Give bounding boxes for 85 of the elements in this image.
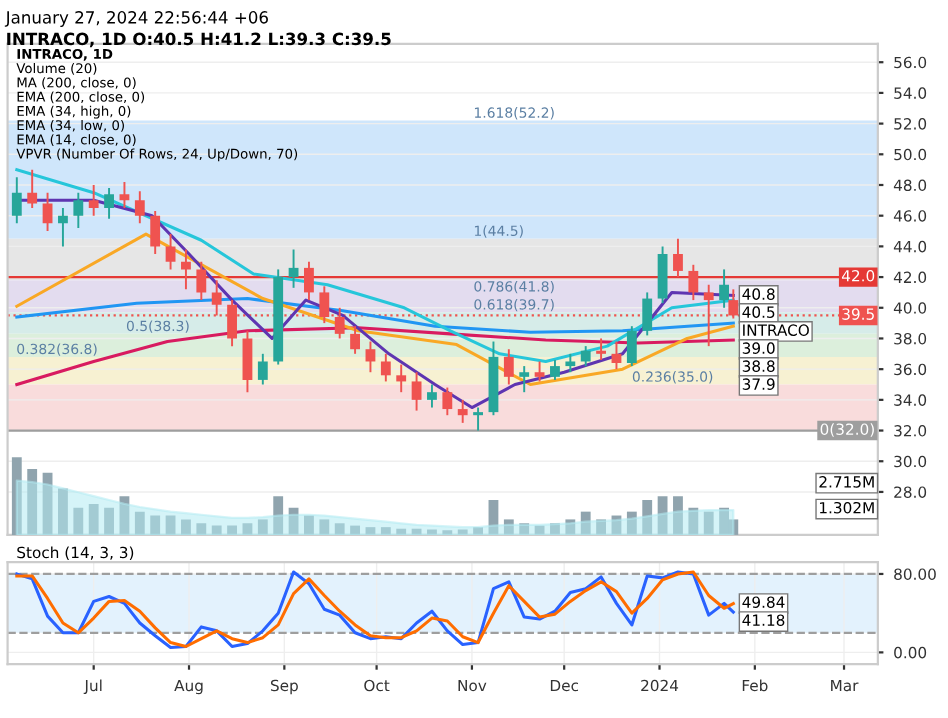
- candlestick: [657, 245, 668, 305]
- bar: [27, 469, 38, 535]
- bar: [304, 515, 314, 535]
- bar: [688, 507, 699, 535]
- bar: [580, 511, 591, 535]
- bar: [550, 523, 560, 535]
- candlestick: [565, 352, 576, 374]
- candlestick: [626, 325, 637, 368]
- bar: [657, 496, 668, 535]
- candlestick: [304, 260, 314, 302]
- candlestick: [473, 406, 483, 432]
- bar: [273, 496, 284, 535]
- candlestick: [196, 260, 207, 302]
- chart-subtitle: INTRACO, 1D O:40.5 H:41.2 L:39.3 C:39.5: [7, 32, 391, 48]
- candlestick: [104, 187, 114, 220]
- candlestick: [673, 237, 683, 279]
- bar: [626, 511, 637, 535]
- bar: [319, 519, 330, 535]
- candlestick: [58, 207, 68, 248]
- candlestick: [11, 176, 22, 225]
- bar: [488, 500, 499, 535]
- bar: [396, 528, 407, 535]
- bar: [457, 529, 468, 535]
- bar: [104, 507, 114, 535]
- bar: [380, 527, 391, 535]
- bar: [534, 525, 545, 535]
- candlestick: [642, 291, 653, 337]
- bar: [242, 523, 253, 535]
- bar: [703, 511, 714, 535]
- bar: [181, 519, 191, 535]
- candlestick: [534, 360, 545, 383]
- bar: [88, 503, 99, 535]
- candlestick: [242, 329, 253, 394]
- candlestick: [503, 348, 514, 386]
- candlestick: [580, 345, 591, 368]
- candlestick: [181, 248, 191, 291]
- candlestick: [119, 180, 130, 209]
- candlestick: [150, 210, 161, 256]
- candlestick: [257, 352, 268, 386]
- bar: [365, 527, 376, 535]
- candlestick: [719, 268, 730, 309]
- chart-title: January 27, 2024 22:56:44 +06: [4, 11, 268, 27]
- bar: [165, 515, 176, 535]
- bar: [42, 472, 53, 535]
- candlestick: [27, 168, 38, 209]
- bar: [427, 529, 437, 535]
- candlestick: [442, 386, 453, 417]
- bar: [150, 515, 161, 535]
- candlestick: [411, 371, 422, 412]
- candlestick: [457, 398, 468, 424]
- bar: [196, 523, 207, 535]
- candlestick: [427, 383, 437, 409]
- line-series: [15, 297, 735, 334]
- bar: [350, 525, 360, 535]
- candlestick: [519, 365, 530, 394]
- candlestick: [42, 191, 53, 232]
- bar: [473, 527, 483, 535]
- bar: [719, 507, 730, 535]
- bar: [503, 519, 514, 535]
- bar: [596, 519, 607, 535]
- candlestick: [88, 184, 99, 217]
- bar: [611, 515, 622, 535]
- candlestick: [550, 358, 560, 381]
- bar: [642, 500, 653, 535]
- bar: [227, 525, 237, 535]
- bar: [673, 496, 683, 535]
- bar: [257, 519, 268, 535]
- bar: [288, 507, 299, 535]
- bar: [11, 457, 22, 535]
- bar: [565, 519, 576, 535]
- bar: [134, 511, 145, 535]
- candlestick: [350, 325, 360, 355]
- candlestick: [380, 352, 391, 383]
- bar: [211, 525, 222, 535]
- bar: [119, 496, 130, 535]
- candlestick: [688, 263, 699, 302]
- bar: [334, 523, 345, 535]
- bar: [58, 488, 68, 535]
- candlestick: [165, 233, 176, 271]
- bar: [519, 523, 530, 535]
- candlestick: [73, 191, 84, 229]
- bar: [73, 507, 84, 535]
- candlestick: [396, 363, 407, 394]
- candlestick: [596, 337, 607, 361]
- candlestick: [134, 190, 145, 225]
